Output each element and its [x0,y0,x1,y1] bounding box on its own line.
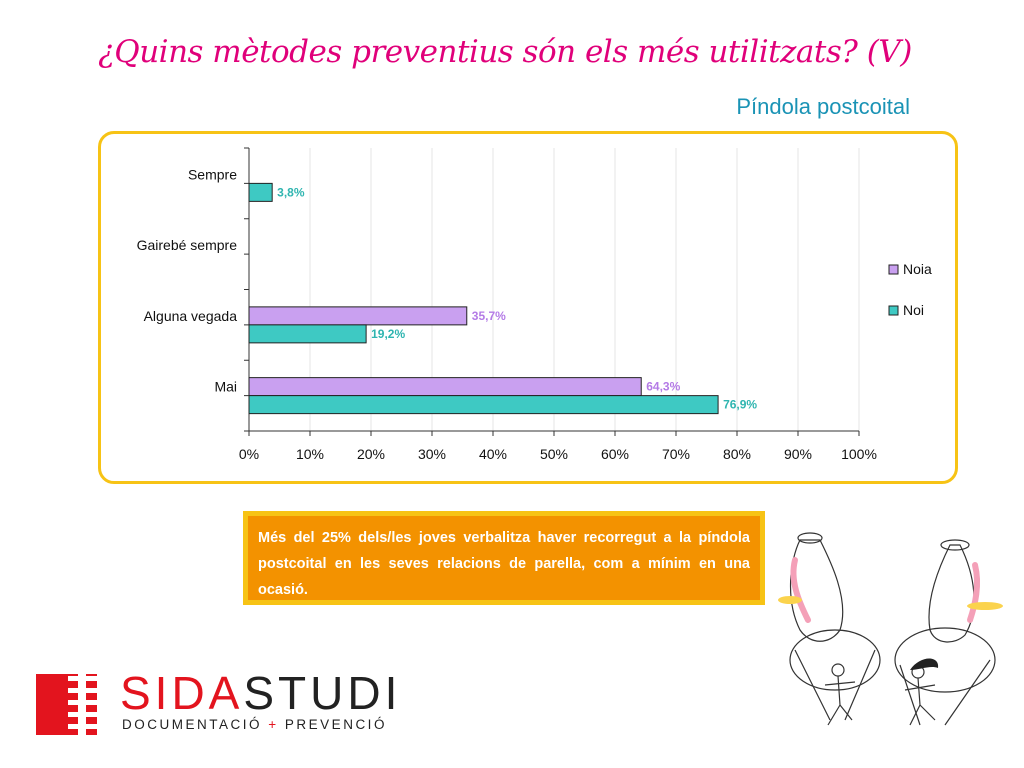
data-label: 35,7% [472,309,506,323]
x-tick-label: 60% [601,446,629,462]
x-tick-label: 10% [296,446,324,462]
legend-swatch [888,264,899,275]
bar-noi [248,395,719,415]
data-label: 19,2% [371,327,405,341]
legend-swatch [888,305,899,316]
category-label: Mai [214,379,237,395]
x-tick-label: 80% [723,446,751,462]
category-label: Alguna vegada [144,308,238,324]
x-tick-label: 50% [540,446,568,462]
bar-chart: 0% 10% 20% 30% 40% 50% 60% 70% 80% 90% 100% Sempre G… [137,147,932,462]
bar-noia [248,306,468,326]
bar-noia [248,377,642,397]
legend-label: Noi [903,302,924,318]
x-tick-label: 90% [784,446,812,462]
bar-noi [248,182,273,202]
x-tick-label: 30% [418,446,446,462]
category-label: Gairebé sempre [137,237,238,253]
sidastudi-logo: SIDASTUDI DOCUMENTACIÓ + PREVENCIÓ [36,667,397,738]
note-box: Més del 25% dels/les joves verbalitza ha… [243,511,765,605]
condom-figures-illustration [778,532,1003,726]
x-tick-label: 100% [841,446,877,462]
x-tick-label: 40% [479,446,507,462]
x-tick-label: 0% [239,446,259,462]
page-title: ¿Quins mètodes preventius són els més ut… [98,34,912,70]
logo-mark-icon [36,674,97,735]
bar-noi [248,324,367,344]
legend-label: Noia [903,261,932,277]
x-tick-label: 20% [357,446,385,462]
data-label: 64,3% [646,380,680,394]
logo-tagline: DOCUMENTACIÓ + PREVENCIÓ [122,717,387,732]
data-label: 76,9% [723,398,757,412]
category-label: Sempre [188,166,237,182]
logo-brand: SIDASTUDI [120,667,402,719]
data-label: 3,8% [277,185,305,199]
x-tick-label: 70% [662,446,690,462]
chart-frame: 0% 10% 20% 30% 40% 50% 60% 70% 80% 90% 100% Sempre G… [98,131,958,484]
chart-subtitle: Píndola postcoital [736,94,910,119]
note-text: Més del 25% dels/les joves verbalitza ha… [248,516,760,600]
